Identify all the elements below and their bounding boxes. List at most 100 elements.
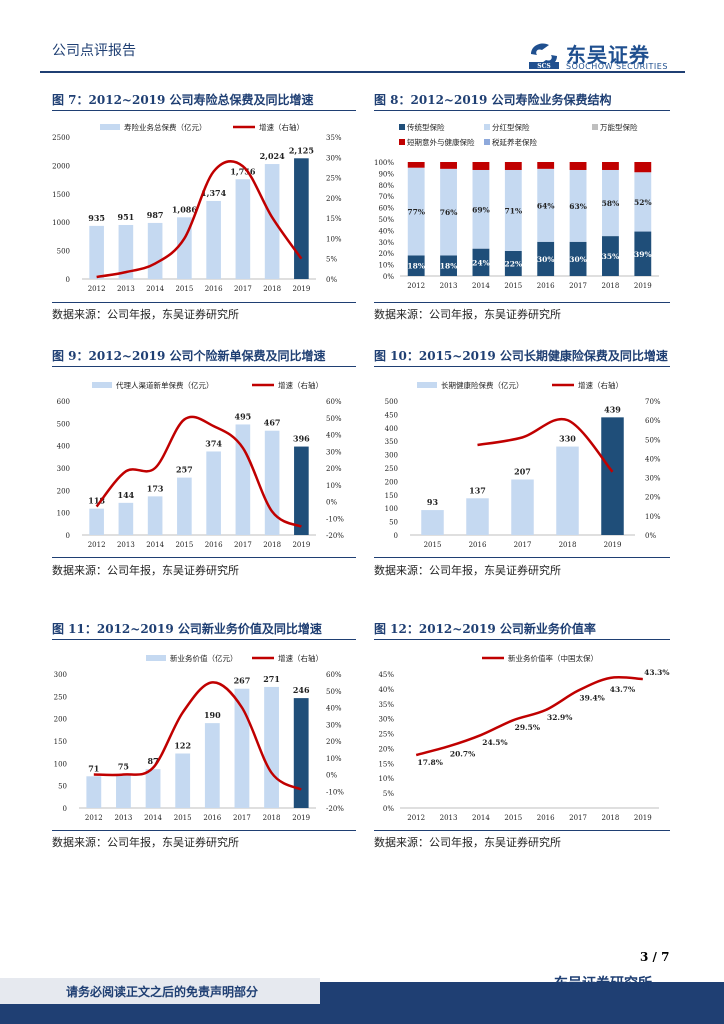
bar bbox=[206, 200, 221, 279]
fig7-rule bbox=[52, 110, 356, 111]
fig8-bottom-rule bbox=[374, 302, 670, 303]
bar bbox=[206, 451, 221, 535]
fig7-bottom-rule bbox=[52, 302, 356, 303]
y-left-tick: 600 bbox=[57, 398, 70, 406]
stack-segment bbox=[407, 167, 425, 256]
y-tick: 15% bbox=[378, 760, 394, 768]
x-tick-label: 2018 bbox=[263, 285, 281, 293]
fig9-source: 数据来源：公司年报，东吴证券研究所 bbox=[52, 564, 239, 577]
legend-label: 万能型保险 bbox=[600, 122, 638, 132]
x-tick-label: 2018 bbox=[559, 541, 577, 549]
y-left-tick: 150 bbox=[385, 492, 398, 500]
y-right-tick: 50% bbox=[326, 415, 342, 423]
y-right-tick: 0% bbox=[326, 276, 337, 284]
bar bbox=[511, 479, 534, 535]
x-tick-label: 2017 bbox=[233, 814, 251, 822]
segment-label: 30% bbox=[569, 255, 587, 264]
segment-label: 71% bbox=[505, 206, 523, 215]
legend-label: 传统型保险 bbox=[407, 122, 445, 132]
x-tick-label: 2016 bbox=[203, 814, 221, 822]
bar-value-label: 122 bbox=[174, 741, 191, 751]
x-tick-label: 2017 bbox=[569, 814, 587, 822]
y-left-tick: 250 bbox=[54, 693, 67, 701]
y-left-tick: 250 bbox=[385, 465, 398, 473]
y-left-tick: 1500 bbox=[52, 191, 70, 199]
y-right-tick: 20% bbox=[326, 465, 342, 473]
x-tick-label: 2016 bbox=[537, 282, 555, 290]
segment-label: 39% bbox=[634, 250, 652, 259]
stack-segment bbox=[440, 255, 457, 276]
fig9-rule bbox=[52, 366, 356, 367]
bar-value-label: 374 bbox=[205, 438, 222, 448]
fig12-chart: 新业务价值率（中国太保） 0% 5% 10% 15% 20% 25% 30% 35% 40% 45%… bbox=[378, 653, 669, 822]
bar bbox=[421, 510, 444, 535]
stack-segment bbox=[602, 169, 619, 237]
legend-swatch bbox=[484, 139, 490, 145]
y-tick: 40% bbox=[378, 686, 394, 694]
bar-value-label: 1,374 bbox=[201, 188, 226, 198]
x-tick-label: 2016 bbox=[537, 814, 555, 822]
stack-segment bbox=[634, 231, 652, 276]
y-right-tick: 10% bbox=[326, 482, 342, 490]
stack-segment bbox=[472, 162, 490, 170]
y-tick: 35% bbox=[378, 701, 394, 709]
stack-segment bbox=[569, 162, 587, 170]
fig10-bottom-rule bbox=[374, 557, 670, 558]
y-left-tick: 2500 bbox=[52, 134, 70, 142]
bar-value-label: 173 bbox=[147, 483, 164, 493]
y-tick: 30% bbox=[378, 239, 394, 247]
x-tick-label: 2016 bbox=[205, 285, 223, 293]
y-tick: 0% bbox=[383, 805, 394, 813]
point-label: 24.5% bbox=[482, 738, 507, 747]
x-tick-label: 2014 bbox=[144, 814, 162, 822]
y-tick: 0% bbox=[383, 273, 394, 281]
bar-value-label: 271 bbox=[263, 674, 280, 684]
segment-label: 58% bbox=[602, 199, 620, 208]
point-label: 43.3% bbox=[644, 668, 669, 677]
bar-value-label: 495 bbox=[235, 411, 252, 421]
fig7-chart: 寿险业务总保费（亿元） 增速（右轴） 0 500 1000 1500 2000 2500 0% 5… bbox=[52, 122, 342, 293]
y-right-tick: 40% bbox=[326, 705, 342, 713]
segment-label: 76% bbox=[440, 208, 458, 217]
stack-segment bbox=[569, 169, 587, 242]
bar bbox=[147, 222, 163, 279]
y-left-tick: 0 bbox=[394, 532, 398, 540]
bar-value-label: 190 bbox=[204, 710, 221, 720]
bar-value-label: 246 bbox=[293, 685, 310, 695]
legend-bar-swatch bbox=[100, 124, 120, 130]
y-right-tick: 30% bbox=[645, 475, 661, 483]
x-tick-label: 2016 bbox=[469, 541, 487, 549]
x-tick-label: 2014 bbox=[146, 541, 164, 549]
y-right-tick: -20% bbox=[326, 805, 344, 813]
stack-segment bbox=[407, 162, 425, 168]
bar bbox=[264, 430, 280, 535]
segment-label: 64% bbox=[537, 201, 555, 210]
y-right-tick: 60% bbox=[326, 671, 342, 679]
logo-text-cn: 东吴证券 bbox=[566, 43, 650, 67]
legend-bar-label: 长期健康险保费（亿元） bbox=[441, 380, 524, 390]
y-right-tick: 70% bbox=[645, 398, 661, 406]
y-right-tick: 5% bbox=[326, 256, 337, 264]
bar bbox=[556, 446, 579, 535]
x-tick-label: 2015 bbox=[504, 282, 522, 290]
stack-segment bbox=[472, 169, 490, 249]
bar-value-label: 207 bbox=[514, 467, 531, 477]
fig7-title: 图 7：2012~2019 公司寿险总保费及同比增速 bbox=[52, 93, 314, 107]
y-left-tick: 50 bbox=[58, 783, 67, 791]
y-right-tick: 10% bbox=[645, 513, 661, 521]
y-right-tick: 40% bbox=[326, 432, 342, 440]
stack-segment bbox=[504, 250, 522, 276]
segment-label: 22% bbox=[505, 259, 523, 268]
y-right-tick: 10% bbox=[326, 755, 342, 763]
x-tick-label: 2012 bbox=[88, 541, 106, 549]
bar bbox=[466, 498, 489, 535]
y-tick: 40% bbox=[378, 227, 394, 235]
bar bbox=[147, 496, 163, 535]
y-tick: 25% bbox=[378, 731, 394, 739]
fig8-source: 数据来源：公司年报，东吴证券研究所 bbox=[374, 308, 561, 321]
legend-bar-label: 寿险业务总保费（亿元） bbox=[124, 122, 207, 132]
footer-org: 东吴证券研究所 bbox=[554, 976, 652, 992]
fig11-chart: 新业务价值（亿元） 增速（右轴） 0 50 100 150 200 250 300 -20% -10… bbox=[54, 653, 345, 822]
legend-swatch bbox=[484, 124, 490, 130]
